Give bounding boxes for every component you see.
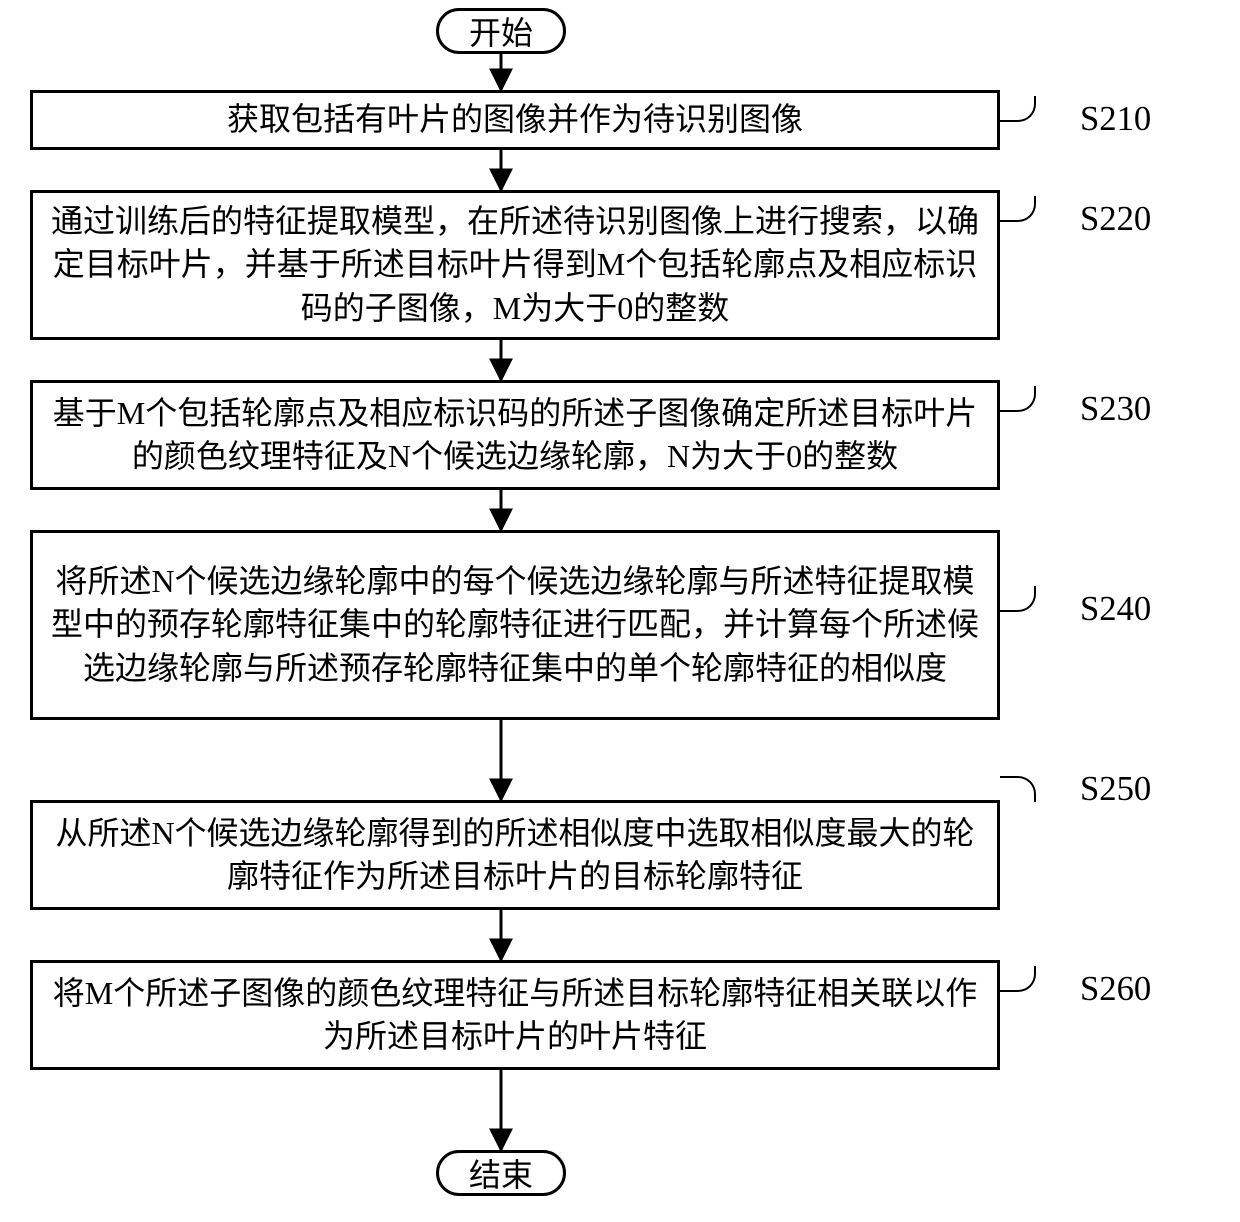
process-s210-text: 获取包括有叶片的图像并作为待识别图像 xyxy=(227,98,803,141)
step-label-s250-text: S250 xyxy=(1080,770,1151,808)
process-s240-text: 将所述N个候选边缘轮廓中的每个候选边缘轮廓与所述特征提取模型中的预存轮廓特征集中… xyxy=(51,560,979,690)
process-s220-text: 通过训练后的特征提取模型，在所述待识别图像上进行搜索，以确定目标叶片，并基于所述… xyxy=(51,200,979,330)
process-s260: 将M个所述子图像的颜色纹理特征与所述目标轮廓特征相关联以作为所述目标叶片的叶片特… xyxy=(30,960,1000,1070)
terminator-end-text: 结束 xyxy=(469,1150,533,1196)
tick-s240 xyxy=(1000,586,1036,612)
flowchart-canvas: 开始 获取包括有叶片的图像并作为待识别图像 通过训练后的特征提取模型，在所述待识… xyxy=(0,0,1240,1222)
process-s230-text: 基于M个包括轮廓点及相应标识码的所述子图像确定所述目标叶片的颜色纹理特征及N个候… xyxy=(51,392,979,478)
tick-s220 xyxy=(1000,196,1036,222)
step-label-s220-text: S220 xyxy=(1080,200,1151,238)
process-s230: 基于M个包括轮廓点及相应标识码的所述子图像确定所述目标叶片的颜色纹理特征及N个候… xyxy=(30,380,1000,490)
step-label-s210-text: S210 xyxy=(1080,100,1151,138)
step-label-s230-text: S230 xyxy=(1080,390,1151,428)
process-s250: 从所述N个候选边缘轮廓得到的所述相似度中选取相似度最大的轮廓特征作为所述目标叶片… xyxy=(30,800,1000,910)
step-label-s260: S260 xyxy=(1080,970,1151,1009)
process-s210: 获取包括有叶片的图像并作为待识别图像 xyxy=(30,90,1000,150)
step-label-s240: S240 xyxy=(1080,590,1151,629)
process-s260-text: 将M个所述子图像的颜色纹理特征与所述目标轮廓特征相关联以作为所述目标叶片的叶片特… xyxy=(51,972,979,1058)
step-label-s230: S230 xyxy=(1080,390,1151,429)
tick-s260 xyxy=(1000,966,1036,992)
tick-s250 xyxy=(1000,776,1036,802)
step-label-s260-text: S260 xyxy=(1080,970,1151,1008)
step-label-s220: S220 xyxy=(1080,200,1151,239)
step-label-s250: S250 xyxy=(1080,770,1151,809)
step-label-s240-text: S240 xyxy=(1080,590,1151,628)
terminator-end: 结束 xyxy=(436,1150,566,1196)
process-s240: 将所述N个候选边缘轮廓中的每个候选边缘轮廓与所述特征提取模型中的预存轮廓特征集中… xyxy=(30,530,1000,720)
terminator-start-text: 开始 xyxy=(469,8,533,54)
process-s220: 通过训练后的特征提取模型，在所述待识别图像上进行搜索，以确定目标叶片，并基于所述… xyxy=(30,190,1000,340)
step-label-s210: S210 xyxy=(1080,100,1151,139)
tick-s210 xyxy=(1000,96,1036,122)
process-s250-text: 从所述N个候选边缘轮廓得到的所述相似度中选取相似度最大的轮廓特征作为所述目标叶片… xyxy=(51,812,979,898)
terminator-start: 开始 xyxy=(436,8,566,54)
tick-s230 xyxy=(1000,386,1036,412)
